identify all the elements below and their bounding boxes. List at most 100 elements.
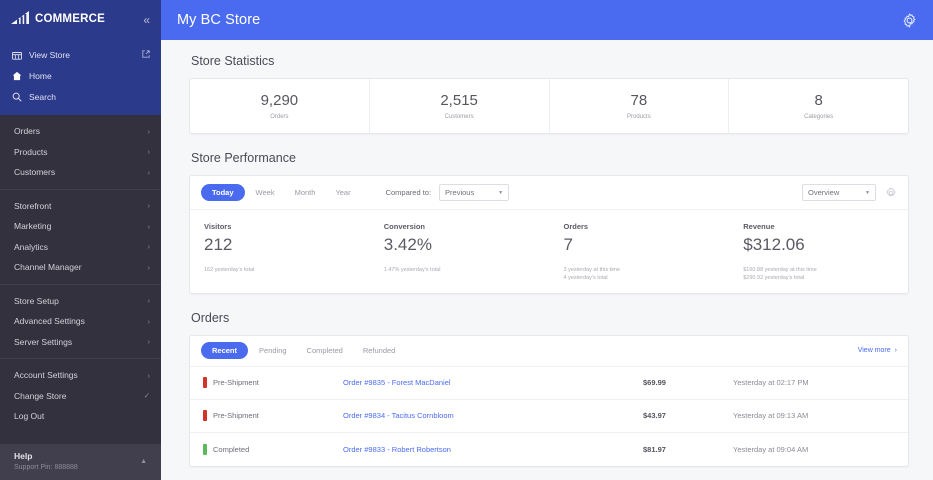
- stat-value: 9,290: [260, 92, 299, 110]
- sidebar-item-label: Customers: [14, 167, 56, 178]
- chevron-right-icon: ›: [147, 370, 151, 380]
- tab-recent[interactable]: Recent: [201, 342, 249, 360]
- tab-month[interactable]: Month: [294, 188, 316, 197]
- performance-toolbar: Today Week Month Year Compared to: Previ…: [190, 176, 908, 210]
- gear-icon[interactable]: [885, 187, 897, 199]
- sidebar-item-label: Server Settings: [14, 336, 73, 347]
- metric-visitors: Visitors 212 162 yesterday's total: [190, 222, 369, 283]
- orders-tabs: Recent Pending Completed Refunded: [201, 342, 404, 360]
- sidebar-group-channels: Storefront › Marketing › Analytics › Cha…: [0, 188, 161, 284]
- order-link[interactable]: Order #9834 - Tacitus Cornbloom: [343, 411, 454, 421]
- tab-completed[interactable]: Completed: [306, 346, 343, 356]
- metric-label: Conversion: [383, 222, 426, 231]
- sidebar-item-products[interactable]: Products ›: [0, 142, 161, 163]
- stat-label: Orders: [270, 113, 289, 120]
- chevron-right-icon: ›: [147, 201, 151, 210]
- metric-sub-2: $290.92 yesterday's total: [743, 275, 805, 282]
- sidebar-group-catalog: Orders › Products › Customers ›: [0, 115, 161, 189]
- view-more-label: View more: [857, 347, 891, 355]
- compared-to-select[interactable]: Previous ▼: [439, 184, 510, 201]
- sidebar-item-marketing[interactable]: Marketing ›: [0, 216, 161, 237]
- store-statistics-title: Store Statistics: [191, 54, 275, 68]
- sidebar-item-store-setup[interactable]: Store Setup ›: [0, 291, 161, 312]
- metric-sub-2: 4 yesterday's total: [563, 275, 608, 282]
- sidebar-item-home[interactable]: Home: [0, 65, 161, 86]
- chevron-up-icon[interactable]: ▲: [140, 458, 147, 466]
- order-link[interactable]: Order #9833 - Robert Robertson: [343, 444, 451, 454]
- dashboard-content: Store Statistics 9,290 Orders 2,515 Cust…: [161, 40, 933, 480]
- order-status-label: Completed: [213, 444, 250, 454]
- metric-subtext: 3 yesterday at this time 4 yesterday's t…: [564, 266, 717, 283]
- orders-toolbar: Recent Pending Completed Refunded View m…: [190, 336, 908, 367]
- help-text-block: Help Support Pin: 888888: [14, 451, 78, 472]
- compared-to-label: Compared to:: [385, 188, 432, 197]
- order-status-label: Pre-Shipment: [213, 411, 259, 421]
- sidebar-item-account-settings[interactable]: Account Settings ›: [0, 365, 161, 386]
- sidebar-top-nav: View Store Home Search: [0, 40, 161, 115]
- order-status: Pre-Shipment: [203, 377, 343, 389]
- chevron-right-icon: ›: [147, 242, 151, 251]
- view-more-link[interactable]: View more ›: [858, 347, 897, 354]
- chevron-down-icon: ▼: [865, 189, 870, 196]
- tab-today[interactable]: Today: [201, 184, 245, 201]
- store-icon: [11, 50, 22, 60]
- metric-label: Visitors: [204, 222, 232, 231]
- tab-pending[interactable]: Pending: [259, 346, 287, 356]
- chevron-right-icon: ›: [147, 126, 151, 136]
- order-amount: $69.99: [643, 378, 666, 388]
- status-swatch-icon: [203, 377, 207, 389]
- sidebar-item-analytics[interactable]: Analytics ›: [0, 237, 161, 258]
- metric-value: $312.06: [743, 235, 805, 254]
- table-row[interactable]: Pre-Shipment Order #9835 - Forest MacDan…: [190, 367, 908, 400]
- metric-conversion: Conversion 3.42% 1.47% yesterday's total: [369, 222, 549, 283]
- sidebar-item-change-store[interactable]: Change Store ✓: [0, 386, 161, 407]
- sidebar-item-search[interactable]: Search: [0, 86, 161, 107]
- sidebar-item-storefront[interactable]: Storefront ›: [0, 196, 161, 217]
- sidebar-item-label: Advanced Settings: [14, 316, 85, 327]
- tab-year[interactable]: Year: [335, 188, 351, 197]
- table-row[interactable]: Pre-Shipment Order #9834 - Tacitus Cornb…: [190, 400, 908, 433]
- tab-refunded[interactable]: Refunded: [362, 346, 396, 356]
- stat-value: 78: [630, 92, 648, 110]
- check-icon: ✓: [143, 391, 150, 401]
- sidebar-help-panel[interactable]: Help Support Pin: 888888 ▲: [0, 444, 161, 480]
- sidebar-item-orders[interactable]: Orders ›: [0, 121, 161, 142]
- order-status: Pre-Shipment: [203, 410, 343, 422]
- metric-label: Revenue: [743, 222, 775, 231]
- sidebar-item-view-store[interactable]: View Store: [0, 44, 161, 65]
- chevron-right-icon: ›: [147, 296, 151, 305]
- stat-value: 2,515: [440, 92, 478, 110]
- tab-week[interactable]: Week: [255, 188, 275, 197]
- metric-value: 7: [563, 235, 573, 254]
- sidebar-item-channel-manager[interactable]: Channel Manager ›: [0, 257, 161, 278]
- chevron-down-icon: ▼: [498, 189, 504, 196]
- sidebar-item-label: Change Store: [14, 390, 67, 401]
- brand-logo[interactable]: COMMERCE: [11, 11, 105, 29]
- home-icon: [11, 71, 22, 81]
- metric-label: Orders: [563, 222, 589, 231]
- range-tabs: Today Week Month Year: [201, 184, 360, 201]
- sidebar-item-label: Analytics: [14, 241, 49, 252]
- sidebar-item-customers[interactable]: Customers ›: [0, 162, 161, 183]
- sidebar: COMMERCE « View Store Home: [0, 0, 161, 480]
- order-time: Yesterday at 09:13 AM: [733, 411, 809, 421]
- sidebar-item-label: View Store: [29, 49, 70, 60]
- orders-title: Orders: [191, 310, 230, 325]
- order-amount: $43.97: [643, 411, 666, 421]
- top-bar: My BC Store: [161, 0, 933, 40]
- status-swatch-icon: [203, 410, 207, 422]
- collapse-sidebar-icon[interactable]: «: [143, 13, 150, 27]
- sidebar-item-server-settings[interactable]: Server Settings ›: [0, 332, 161, 353]
- status-swatch-icon: [203, 443, 207, 455]
- view-select[interactable]: Overview ▼: [802, 184, 876, 201]
- stat-label: Products: [627, 113, 651, 120]
- order-amount: $81.97: [643, 444, 666, 454]
- sidebar-item-advanced-settings[interactable]: Advanced Settings ›: [0, 311, 161, 332]
- order-link[interactable]: Order #9835 - Forest MacDaniel: [343, 378, 451, 388]
- bigcommerce-bars-logo-icon: [11, 11, 33, 29]
- sidebar-item-log-out[interactable]: Log Out: [0, 406, 161, 427]
- table-row[interactable]: Completed Order #9833 - Robert Robertson…: [190, 433, 908, 466]
- chevron-right-icon: ›: [894, 347, 897, 355]
- gear-icon[interactable]: [902, 13, 917, 28]
- stat-value: 8: [814, 92, 823, 110]
